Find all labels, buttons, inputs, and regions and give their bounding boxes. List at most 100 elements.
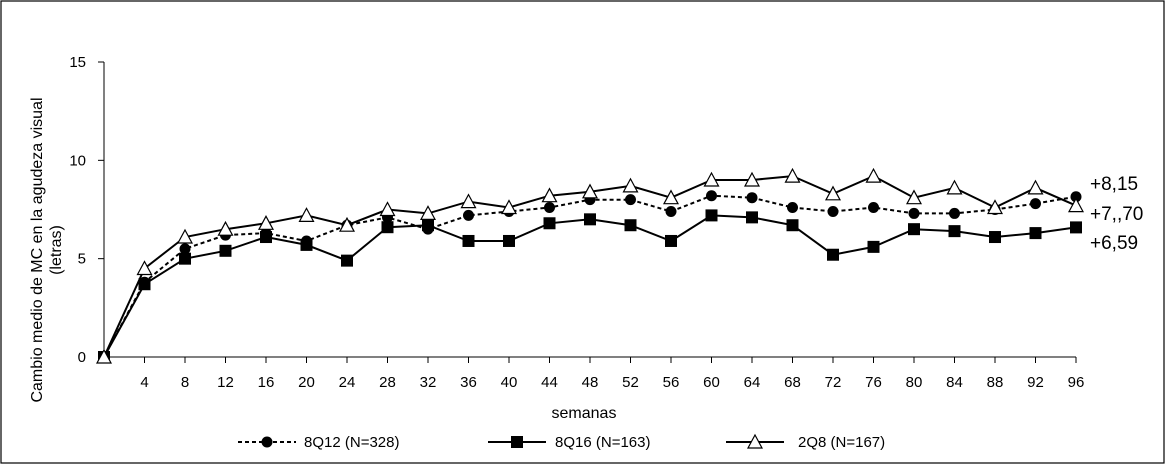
data-point-2q8	[946, 179, 963, 195]
data-point-8q12	[1030, 198, 1041, 210]
data-point-2q8	[865, 167, 882, 183]
x-tick-label: 56	[663, 374, 680, 391]
data-point-2q8	[298, 207, 315, 222]
legend-label-8q16: 8Q16 (N=163)	[555, 434, 650, 451]
data-point-2q8	[95, 348, 113, 364]
data-point-8q12	[1070, 191, 1082, 203]
data-point-2q8	[176, 228, 194, 244]
data-point-2q8	[824, 185, 842, 201]
x-tick-label: 44	[541, 374, 558, 391]
legend-label-8q12: 8Q12 (N=328)	[304, 434, 399, 451]
data-point-8q16	[827, 248, 839, 261]
data-point-2q8	[338, 216, 356, 232]
data-point-8q16	[624, 219, 637, 232]
data-point-2q8	[217, 220, 234, 236]
x-tick-label: 68	[784, 374, 801, 391]
x-tick-label: 8	[181, 374, 189, 391]
data-point-8q12	[868, 202, 879, 214]
data-point-8q12	[179, 243, 191, 255]
end-label-2q8: +7,,70	[1090, 204, 1143, 225]
data-point-2q8	[136, 260, 153, 276]
data-point-2q8	[1067, 197, 1085, 213]
data-point-8q16	[1029, 227, 1042, 240]
x-tick-label: 16	[258, 374, 275, 391]
x-tick-label: 40	[501, 374, 518, 391]
data-point-8q16	[1070, 221, 1082, 234]
legend-item-8q12: 8Q12 (N=328)	[238, 434, 399, 451]
data-point-2q8	[379, 201, 396, 217]
x-tick-label: 72	[825, 374, 842, 391]
data-point-8q12	[665, 205, 677, 217]
data-point-2q8	[460, 193, 477, 209]
legend-item-8q16: 8Q16 (N=163)	[488, 434, 650, 451]
data-point-8q16	[381, 221, 394, 234]
x-tick-label: 88	[987, 374, 1004, 391]
data-point-8q12	[787, 202, 798, 214]
end-labels: +8,15 +7,,70 +6,59	[1090, 174, 1143, 254]
data-point-8q16	[705, 209, 718, 222]
data-point-8q12	[706, 190, 717, 202]
data-point-2q8	[905, 189, 923, 205]
data-point-2q8	[1027, 179, 1044, 195]
y-tick-label: 10	[69, 152, 86, 169]
data-point-2q8	[743, 171, 761, 187]
data-point-8q16	[179, 252, 191, 265]
x-tick-label: 60	[703, 374, 720, 391]
end-label-8q16: +6,59	[1090, 233, 1138, 254]
x-tick-label: 48	[582, 374, 599, 391]
data-point-2q8	[986, 199, 1004, 215]
y-axis-title-line-1: Cambio medio de MC en la agudeza visual	[29, 97, 46, 402]
x-tick-label: 76	[865, 374, 882, 391]
x-tick-label: 36	[460, 374, 477, 391]
x-tick-label: 4	[140, 374, 148, 391]
series-layer	[95, 167, 1085, 364]
end-label-8q12: +8,15	[1090, 174, 1138, 195]
data-point-8q12	[827, 205, 839, 217]
y-axis-title: Cambio medio de MC en la agudeza visual …	[29, 97, 65, 402]
data-point-2q8	[419, 205, 437, 220]
data-point-8q16	[219, 244, 232, 257]
data-point-2q8	[541, 187, 558, 203]
data-point-8q16	[462, 234, 475, 247]
x-axis-title: semanas	[552, 405, 617, 422]
data-point-8q12	[949, 207, 960, 219]
x-tick-label: 28	[379, 374, 396, 391]
data-point-8q16	[989, 231, 1001, 244]
data-point-8q16	[584, 213, 596, 226]
x-tick-label: 20	[298, 374, 315, 391]
data-point-8q16	[746, 211, 758, 224]
data-point-8q16	[300, 238, 313, 251]
y-tick-label: 5	[78, 251, 86, 268]
legend-item-2q8: 2Q8 (N=167)	[726, 433, 885, 451]
x-tick-label: 12	[217, 374, 234, 391]
x-tick-label: 24	[339, 374, 356, 391]
x-tick-label: 96	[1068, 374, 1085, 391]
legend-marker-square	[511, 436, 523, 448]
data-point-8q16	[786, 219, 799, 232]
legend-marker-triangle	[746, 433, 764, 449]
data-point-8q16	[260, 231, 272, 244]
data-point-8q12	[746, 192, 758, 204]
legend: 8Q12 (N=328) 8Q16 (N=163) 2Q8 (N=167)	[238, 433, 885, 451]
y-tick-label: 0	[78, 349, 86, 366]
data-point-8q16	[138, 278, 151, 291]
x-tick-label: 92	[1027, 374, 1044, 391]
data-point-8q12	[463, 209, 474, 221]
x-tick-label: 52	[622, 374, 639, 391]
data-point-8q16	[867, 240, 880, 253]
legend-label-2q8: 2Q8 (N=167)	[798, 434, 885, 451]
y-axis-title-line-2: (letras)	[48, 225, 65, 275]
data-point-8q16	[908, 223, 920, 236]
data-point-8q16	[341, 254, 353, 267]
data-point-8q16	[948, 225, 961, 238]
data-point-8q16	[503, 234, 515, 247]
data-point-8q12	[544, 202, 555, 214]
data-point-2q8	[500, 199, 518, 215]
x-tick-label: 84	[946, 374, 963, 391]
legend-marker-circle	[261, 436, 273, 448]
x-tick-label: 80	[906, 374, 923, 391]
